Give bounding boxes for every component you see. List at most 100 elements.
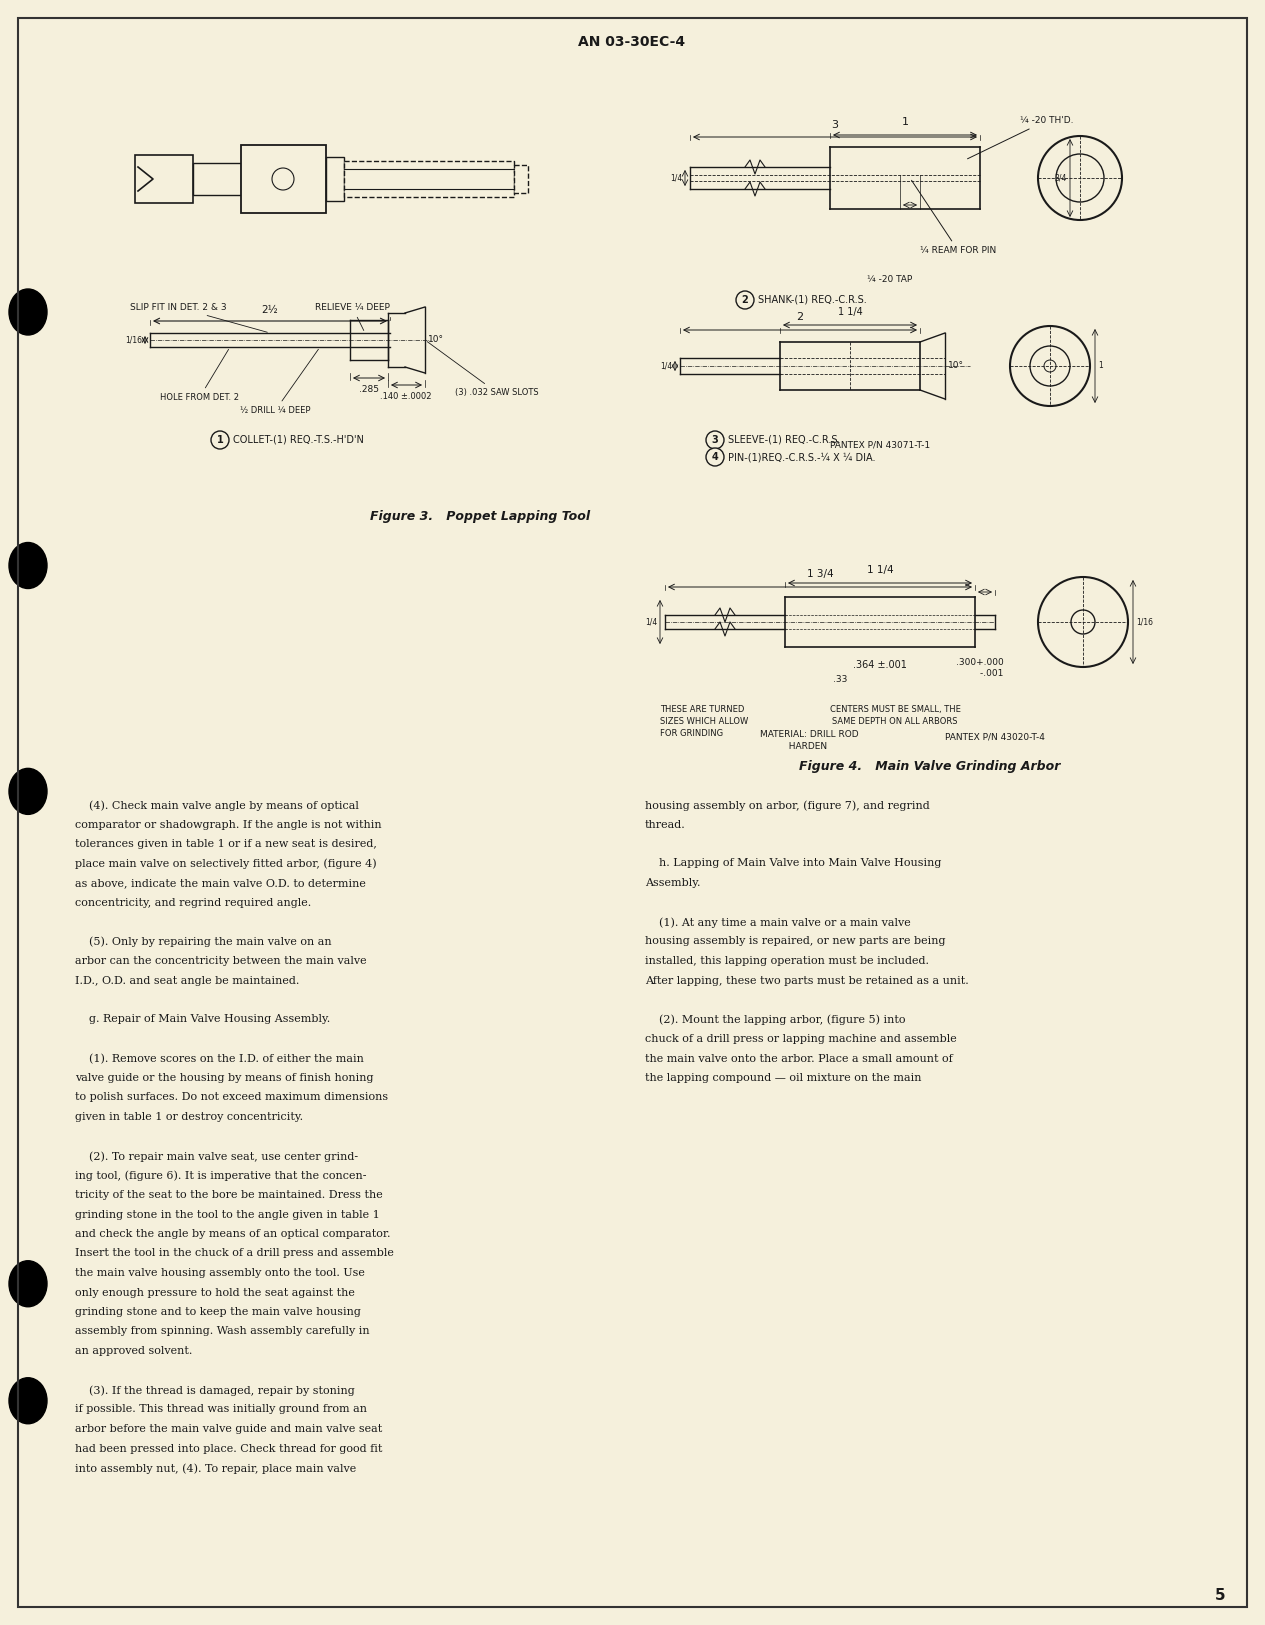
Circle shape [1030,346,1070,387]
Text: place main valve on selectively fitted arbor, (figure 4): place main valve on selectively fitted a… [75,858,377,869]
Text: 1 3/4: 1 3/4 [807,569,834,578]
Text: 3: 3 [831,120,839,130]
Text: .300+.000
        -.001: .300+.000 -.001 [956,658,1004,678]
Text: PIN-(1)REQ.-C.R.S.-¼ X ¼ DIA.: PIN-(1)REQ.-C.R.S.-¼ X ¼ DIA. [727,452,875,462]
Text: tricity of the seat to the bore be maintained. Dress the: tricity of the seat to the bore be maint… [75,1190,383,1199]
Text: 1: 1 [902,117,908,127]
Text: arbor before the main valve guide and main valve seat: arbor before the main valve guide and ma… [75,1424,382,1433]
Text: thread.: thread. [645,819,686,829]
Text: After lapping, these two parts must be retained as a unit.: After lapping, these two parts must be r… [645,975,969,985]
Text: PANTEX P/N 43020-T-4: PANTEX P/N 43020-T-4 [945,733,1045,743]
Text: SHANK-(1) REQ.-C.R.S.: SHANK-(1) REQ.-C.R.S. [758,296,867,306]
Text: (5). Only by repairing the main valve on an: (5). Only by repairing the main valve on… [75,936,331,947]
Text: AN 03-30EC-4: AN 03-30EC-4 [578,36,686,49]
Text: only enough pressure to hold the seat against the: only enough pressure to hold the seat ag… [75,1287,355,1297]
Text: (2). To repair main valve seat, use center grind-: (2). To repair main valve seat, use cent… [75,1150,358,1162]
Text: Figure 3.   Poppet Lapping Tool: Figure 3. Poppet Lapping Tool [369,510,589,523]
Text: 1 1/4: 1 1/4 [837,307,863,317]
Text: the main valve housing assembly onto the tool. Use: the main valve housing assembly onto the… [75,1268,364,1277]
Text: and check the angle by means of an optical comparator.: and check the angle by means of an optic… [75,1228,391,1238]
Text: an approved solvent.: an approved solvent. [75,1346,192,1355]
Text: I.D., O.D. and seat angle be maintained.: I.D., O.D. and seat angle be maintained. [75,975,300,985]
Text: 1 1/4: 1 1/4 [867,566,893,575]
Text: 3/4: 3/4 [1055,174,1066,182]
Text: housing assembly on arbor, (figure 7), and regrind: housing assembly on arbor, (figure 7), a… [645,800,930,811]
Text: 3: 3 [712,436,719,445]
Circle shape [272,167,293,190]
Text: 2: 2 [797,312,803,322]
Text: (1). At any time a main valve or a main valve: (1). At any time a main valve or a main … [645,916,911,928]
Text: PANTEX P/N 43071-T-1: PANTEX P/N 43071-T-1 [830,440,930,449]
Text: as above, indicate the main valve O.D. to determine: as above, indicate the main valve O.D. t… [75,878,366,887]
Text: 4: 4 [712,452,719,462]
Text: 2½: 2½ [262,306,278,315]
Circle shape [1071,609,1095,634]
Text: ¼ -20 TH'D.: ¼ -20 TH'D. [968,115,1074,159]
Text: 1/16: 1/16 [125,335,142,344]
Text: grinding stone and to keep the main valve housing: grinding stone and to keep the main valv… [75,1306,361,1316]
Text: 5: 5 [1214,1588,1226,1602]
Text: RELIEVE ⅟₄ DEEP: RELIEVE ⅟₄ DEEP [315,302,390,330]
Text: into assembly nut, (4). To repair, place main valve: into assembly nut, (4). To repair, place… [75,1462,357,1474]
Ellipse shape [9,1261,47,1306]
Text: (2). Mount the lapping arbor, (figure 5) into: (2). Mount the lapping arbor, (figure 5)… [645,1014,906,1025]
Circle shape [1044,361,1056,372]
Text: .140 ±.0002: .140 ±.0002 [381,392,431,401]
FancyBboxPatch shape [344,161,514,197]
Circle shape [706,449,724,466]
Text: ¼ -20 TAP: ¼ -20 TAP [868,275,912,284]
Text: tolerances given in table 1 or if a new seat is desired,: tolerances given in table 1 or if a new … [75,838,377,848]
Text: chuck of a drill press or lapping machine and assemble: chuck of a drill press or lapping machin… [645,1034,956,1043]
FancyBboxPatch shape [194,162,242,195]
Circle shape [1039,136,1122,219]
Ellipse shape [9,289,47,335]
Text: 1: 1 [216,436,224,445]
Text: COLLET-(1) REQ.-T.S.-H'D'N: COLLET-(1) REQ.-T.S.-H'D'N [233,436,364,445]
Text: the main valve onto the arbor. Place a small amount of: the main valve onto the arbor. Place a s… [645,1053,953,1063]
Text: Assembly.: Assembly. [645,878,701,887]
Text: 1: 1 [1098,361,1103,370]
Text: .285: .285 [359,385,380,393]
Text: ½ DRILL ¼ DEEP: ½ DRILL ¼ DEEP [240,349,319,414]
Text: 1/4: 1/4 [660,361,672,370]
Text: to polish surfaces. Do not exceed maximum dimensions: to polish surfaces. Do not exceed maximu… [75,1092,388,1102]
FancyBboxPatch shape [135,154,194,203]
Text: 1/4: 1/4 [669,174,682,182]
Text: Figure 4.   Main Valve Grinding Arbor: Figure 4. Main Valve Grinding Arbor [799,760,1060,773]
Text: installed, this lapping operation must be included.: installed, this lapping operation must b… [645,956,929,965]
Text: concentricity, and regrind required angle.: concentricity, and regrind required angl… [75,897,311,907]
Text: HOLE FROM DET. 2: HOLE FROM DET. 2 [159,349,239,401]
Text: housing assembly is repaired, or new parts are being: housing assembly is repaired, or new par… [645,936,945,946]
Circle shape [706,431,724,448]
Text: (1). Remove scores on the I.D. of either the main: (1). Remove scores on the I.D. of either… [75,1053,364,1064]
Ellipse shape [9,543,47,588]
Text: g. Repair of Main Valve Housing Assembly.: g. Repair of Main Valve Housing Assembly… [75,1014,330,1024]
Text: had been pressed into place. Check thread for good fit: had been pressed into place. Check threa… [75,1443,382,1453]
Text: 10°: 10° [428,335,444,344]
FancyBboxPatch shape [514,166,528,193]
Ellipse shape [9,1378,47,1424]
FancyBboxPatch shape [242,145,326,213]
Text: h. Lapping of Main Valve into Main Valve Housing: h. Lapping of Main Valve into Main Valve… [645,858,941,868]
Text: SLIP FIT IN DET. 2 & 3: SLIP FIT IN DET. 2 & 3 [130,302,267,332]
Text: .364 ±.001: .364 ±.001 [853,660,907,669]
Text: 10°: 10° [947,361,964,370]
Text: ing tool, (figure 6). It is imperative that the concen-: ing tool, (figure 6). It is imperative t… [75,1170,367,1181]
Text: THESE ARE TURNED
SIZES WHICH ALLOW
FOR GRINDING: THESE ARE TURNED SIZES WHICH ALLOW FOR G… [660,705,749,738]
Text: .33: .33 [832,674,848,684]
Text: CENTERS MUST BE SMALL, THE
SAME DEPTH ON ALL ARBORS: CENTERS MUST BE SMALL, THE SAME DEPTH ON… [830,705,960,726]
Circle shape [211,431,229,448]
Text: (4). Check main valve angle by means of optical: (4). Check main valve angle by means of … [75,800,359,811]
Text: valve guide or the housing by means of finish honing: valve guide or the housing by means of f… [75,1072,373,1082]
Circle shape [736,291,754,309]
Text: arbor can the concentricity between the main valve: arbor can the concentricity between the … [75,956,367,965]
Text: comparator or shadowgraph. If the angle is not within: comparator or shadowgraph. If the angle … [75,819,382,829]
Text: ⅟₄ REAM FOR PIN: ⅟₄ REAM FOR PIN [912,180,997,255]
Text: assembly from spinning. Wash assembly carefully in: assembly from spinning. Wash assembly ca… [75,1326,369,1336]
Text: the lapping compound — oil mixture on the main: the lapping compound — oil mixture on th… [645,1072,921,1082]
FancyBboxPatch shape [326,158,344,202]
Text: 2: 2 [741,296,749,306]
Text: (3). If the thread is damaged, repair by stoning: (3). If the thread is damaged, repair by… [75,1384,354,1396]
Circle shape [1039,577,1128,666]
Text: Insert the tool in the chuck of a drill press and assemble: Insert the tool in the chuck of a drill … [75,1248,393,1258]
